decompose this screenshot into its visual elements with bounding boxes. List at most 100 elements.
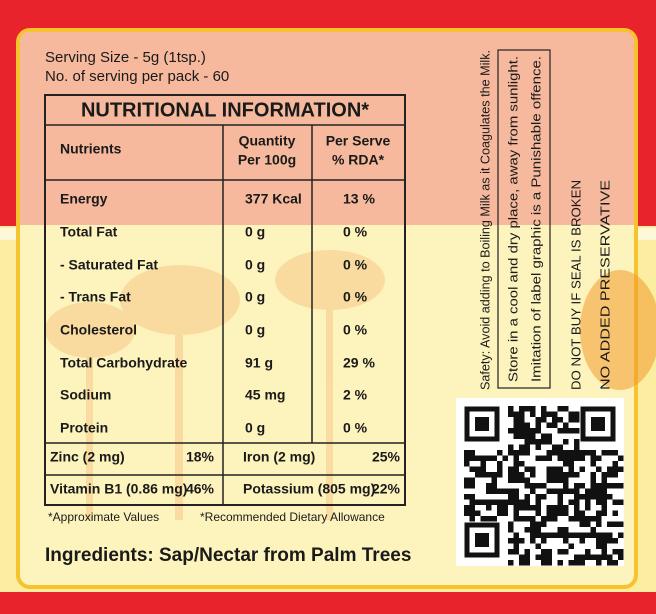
safety-note: Safety: Avoid adding to Boiling Milk as …	[477, 50, 492, 390]
qr-module	[541, 417, 547, 423]
ingredients: Ingredients: Sap/Nectar from Palm Trees	[45, 545, 411, 566]
qr-module	[513, 461, 519, 467]
qr-module	[530, 466, 536, 472]
qr-module	[497, 510, 503, 516]
qr-module	[486, 505, 492, 511]
qr-module	[502, 488, 508, 494]
qr-module	[519, 554, 525, 560]
qr-module	[535, 455, 541, 461]
qr-module	[563, 406, 569, 412]
qr-module	[541, 516, 547, 522]
qr-module	[590, 450, 596, 456]
qr-module	[607, 521, 613, 527]
qr-module	[557, 455, 563, 461]
mineral: Iron (2 mg)	[243, 449, 315, 465]
qr-module	[546, 477, 552, 483]
qr-module	[579, 538, 585, 544]
qr-module	[612, 560, 618, 566]
qr-module	[590, 477, 596, 483]
qr-module	[601, 472, 607, 478]
qr-module	[574, 488, 580, 494]
qr-module	[563, 461, 569, 467]
nutrient: Cholesterol	[60, 322, 137, 338]
nutrient: Energy	[60, 191, 108, 207]
qr-module	[601, 543, 607, 549]
qr-module	[513, 472, 519, 478]
qr-module	[579, 494, 585, 500]
qr-module	[579, 516, 585, 522]
qr-module	[464, 461, 470, 467]
qr-module	[513, 532, 519, 538]
qr-module	[524, 549, 530, 555]
qr-module	[601, 499, 607, 505]
qr-module	[535, 510, 541, 516]
qr-module	[579, 466, 585, 472]
nutrient: Sodium	[60, 387, 111, 403]
qr-module	[530, 516, 536, 522]
quantity: 0 g	[245, 289, 265, 305]
qr-module	[568, 560, 574, 566]
qr-module	[552, 477, 558, 483]
qr-module	[513, 466, 519, 472]
qr-module	[590, 527, 596, 533]
qr-module	[557, 406, 563, 412]
qr-module	[519, 461, 525, 467]
qr-module	[480, 516, 486, 522]
rda: 0 %	[343, 420, 368, 436]
qr-module	[601, 505, 607, 511]
qr-module	[486, 499, 492, 505]
qr-module	[546, 554, 552, 560]
qr-module	[508, 488, 514, 494]
qr-module	[530, 411, 536, 417]
qr-module	[464, 510, 470, 516]
qr-module	[541, 554, 547, 560]
nutrient: Protein	[60, 420, 108, 436]
qr-module	[607, 466, 613, 472]
qr-module	[590, 461, 596, 467]
red-bottom	[0, 592, 656, 614]
qr-module	[524, 499, 530, 505]
qr-module	[524, 527, 530, 533]
qr-module	[574, 483, 580, 489]
qr-module	[535, 499, 541, 505]
qr-module	[563, 422, 569, 428]
qr-module	[519, 560, 525, 566]
qr-module	[563, 549, 569, 555]
qr-module	[585, 505, 591, 511]
rows: Energy 377 Kcal 13 % Total Fat 0 g 0 % - Satu…	[50, 191, 401, 497]
qr-module	[513, 433, 519, 439]
qr-module	[557, 428, 563, 434]
qr-module	[508, 472, 514, 478]
qr-module	[519, 516, 525, 522]
qr-module	[546, 411, 552, 417]
qr-module	[585, 494, 591, 500]
qr-module	[546, 455, 552, 461]
qr-module	[519, 538, 525, 544]
qr-module	[568, 461, 574, 467]
qr-module	[601, 477, 607, 483]
qr-module	[612, 450, 618, 456]
qr-code	[456, 398, 624, 566]
qr-module	[513, 455, 519, 461]
qr-module	[568, 455, 574, 461]
qr-module	[546, 450, 552, 456]
qr-module	[563, 538, 569, 544]
qr-module	[519, 499, 525, 505]
qr-module	[475, 510, 481, 516]
qr-module	[524, 406, 530, 412]
qr-module	[524, 560, 530, 566]
qr-module	[574, 532, 580, 538]
qr-module	[557, 466, 563, 472]
qr-module	[585, 499, 591, 505]
qr-module	[596, 560, 602, 566]
qr-module	[579, 560, 585, 566]
qr-module	[519, 411, 525, 417]
qr-module	[601, 532, 607, 538]
qr-module	[513, 428, 519, 434]
qr-module	[563, 450, 569, 456]
qr-module	[557, 532, 563, 538]
qr-module	[519, 505, 525, 511]
qr-module	[590, 455, 596, 461]
qr-module	[618, 554, 624, 560]
qr-module	[546, 510, 552, 516]
